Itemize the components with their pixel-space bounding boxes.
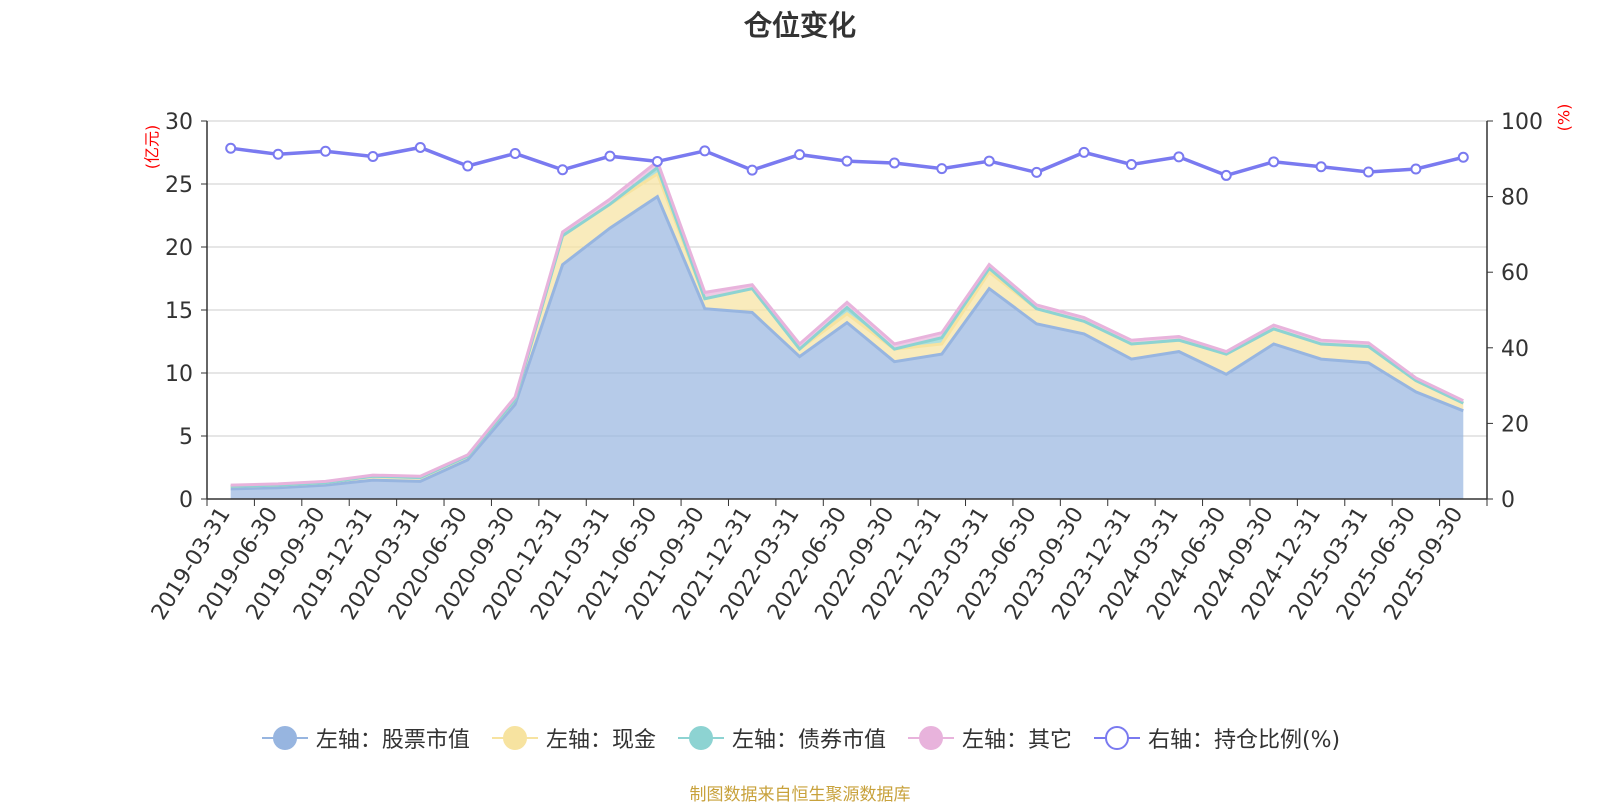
filled-circle-icon [261,726,308,750]
data-point-持仓比例 [225,142,237,154]
data-point-持仓比例 [1315,161,1327,173]
legend-item[interactable]: 左轴：债券市值 [676,722,886,754]
source-note: 制图数据来自恒生聚源数据库 [689,785,911,805]
right-axis-tick-label: 20 [1501,412,1529,437]
filled-circle-icon [677,726,724,750]
legend-item[interactable]: 左轴：股票市值 [260,722,470,754]
left-axis-tick-label: 0 [179,488,193,513]
data-point-持仓比例 [746,164,758,176]
filled-circle-icon [491,726,538,750]
legend-label: 右轴：持仓比例(%) [1147,728,1341,753]
data-point-持仓比例 [557,164,569,176]
data-point-持仓比例 [651,155,663,167]
left-axis-tick-label: 15 [165,299,193,324]
data-point-持仓比例 [841,155,853,167]
data-point-持仓比例 [699,145,711,157]
left-axis-tick-label: 30 [165,110,193,135]
data-point-持仓比例 [272,148,284,160]
legend-item[interactable]: 右轴：持仓比例(%) [1092,722,1340,754]
data-point-持仓比例 [1410,163,1422,175]
right-axis-tick-label: 40 [1501,337,1529,362]
left-axis-tick-label: 5 [179,425,193,450]
data-point-持仓比例 [983,155,995,167]
series-line-左轴：股票市值 [230,194,1464,491]
data-point-持仓比例 [1362,166,1374,178]
data-point-持仓比例 [1220,169,1232,181]
data-point-持仓比例 [1078,146,1090,158]
data-point-持仓比例 [462,160,474,172]
hollow-circle-icon [1093,726,1140,750]
data-point-持仓比例 [367,151,379,163]
right-axis-tick-label: 80 [1501,186,1529,211]
data-point-持仓比例 [604,150,616,162]
legend-label: 左轴：现金 [545,728,656,753]
data-point-持仓比例 [1031,166,1043,178]
data-point-持仓比例 [320,145,332,157]
data-point-持仓比例 [936,163,948,175]
right-axis-tick-label: 0 [1501,488,1515,513]
right-axis-tick-label: 60 [1501,261,1529,286]
legend-item[interactable]: 左轴：现金 [490,722,656,754]
legend-label: 左轴：股票市值 [315,728,470,753]
chart-title: 仓位变化 [743,9,856,42]
legend-item[interactable]: 左轴：其它 [906,722,1072,754]
data-point-持仓比例 [1173,151,1185,163]
legend-label: 左轴：其它 [961,728,1072,753]
data-point-持仓比例 [1125,158,1137,170]
data-point-持仓比例 [1268,156,1280,168]
data-point-持仓比例 [509,148,521,160]
data-point-持仓比例 [888,157,900,169]
right-axis-tick-label: 100 [1501,110,1543,135]
chart-legend: 左轴：股票市值 左轴：现金 左轴：债券市值 左轴：其它 右轴：持仓比例(%) [0,722,1600,754]
series-line-左轴：其它 [230,158,1464,487]
left-axis-tick-label: 10 [165,362,193,387]
data-point-持仓比例 [414,141,426,153]
left-axis-tick-label: 20 [165,236,193,261]
left-axis-tick-label: 25 [165,173,193,198]
data-point-持仓比例 [1457,151,1469,163]
filled-circle-icon [907,726,954,750]
legend-label: 左轴：债券市值 [731,728,886,753]
data-point-持仓比例 [794,149,806,161]
area-左轴：股票市值 [230,196,1464,499]
